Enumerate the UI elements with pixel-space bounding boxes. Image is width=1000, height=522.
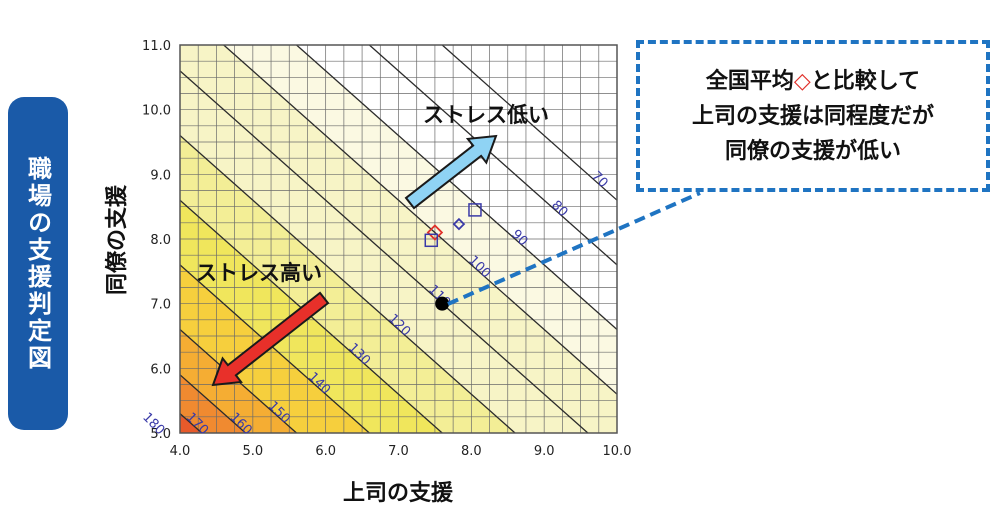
x-tick-label: 7.0 — [388, 444, 409, 459]
y-tick-label: 11.0 — [142, 39, 171, 54]
national-average-diamond — [426, 224, 444, 241]
x-axis-label: 上司の支援 — [343, 481, 454, 506]
plot-frame — [179, 44, 618, 434]
contour-line — [441, 45, 617, 201]
x-tick-label: 6.0 — [315, 444, 336, 459]
side-tab: 職場の支援判定図 — [8, 97, 68, 430]
contour-line — [180, 264, 370, 433]
contour-line — [180, 70, 589, 433]
x-tick-label: 9.0 — [534, 444, 555, 459]
contour-line — [180, 135, 516, 433]
comparison-diamond — [452, 217, 466, 231]
callout-box: 全国平均◇と比較して 上司の支援は同程度だが 同僚の支援が低い — [636, 40, 990, 192]
callout-line-1: 全国平均◇と比較して — [705, 69, 921, 94]
x-tick-label: 10.0 — [603, 444, 632, 459]
stress-high-arrow — [211, 291, 330, 387]
y-tick-label: 5.0 — [150, 427, 171, 442]
callout-text: 全国平均◇と比較して 上司の支援は同程度だが 同僚の支援が低い — [640, 64, 986, 169]
contour-line — [296, 45, 617, 331]
y-tick-label: 6.0 — [150, 362, 171, 377]
contour-line — [180, 374, 246, 433]
y-tick-label: 8.0 — [150, 233, 171, 248]
y-tick-label: 10.0 — [142, 104, 171, 119]
y-axis-label: 同僚の支援 — [104, 184, 130, 295]
comparison-square — [424, 233, 439, 248]
y-tick-label: 7.0 — [150, 298, 171, 313]
callout-line-3: 同僚の支援が低い — [724, 139, 901, 164]
x-tick-label: 4.0 — [170, 444, 191, 459]
callout-line-2: 上司の支援は同程度だが — [691, 104, 934, 129]
contour-line — [368, 45, 617, 266]
callout-pointer — [447, 191, 701, 306]
x-tick-label: 8.0 — [461, 444, 482, 459]
workplace-point — [435, 296, 450, 311]
y-tick-label: 9.0 — [150, 168, 171, 183]
ticks: 4.0 5.0 6.0 7.0 8.0 9.0 10.0 5.0 6.0 7.0 8.0 9.0 10.… — [142, 39, 631, 459]
stress-low-arrow — [404, 134, 498, 210]
markers — [424, 203, 482, 311]
diamond-icon: ◇ — [793, 69, 811, 94]
contour-line — [223, 45, 617, 395]
contour-line — [180, 413, 203, 433]
x-tick-label: 5.0 — [242, 444, 263, 459]
stress-high-label: ストレス高い — [196, 261, 322, 285]
side-tab-label: 職場の支援判定図 — [23, 155, 52, 372]
stress-low-label: ストレス低い — [423, 103, 549, 127]
comparison-square — [468, 203, 482, 217]
